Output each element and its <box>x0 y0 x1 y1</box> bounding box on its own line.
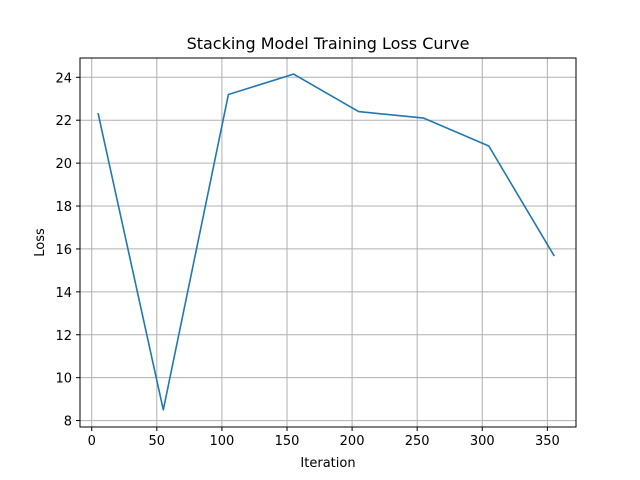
x-tick-label: 100 <box>209 434 234 449</box>
y-axis-label: Loss <box>33 228 48 257</box>
loss-line <box>97 73 555 411</box>
x-tick-label: 350 <box>535 434 560 449</box>
y-tick-label: 24 <box>55 71 72 86</box>
y-tick-label: 20 <box>55 157 72 172</box>
y-tick-label: 18 <box>55 200 72 215</box>
y-tick-label: 14 <box>55 286 72 301</box>
y-tick-label: 10 <box>55 372 72 387</box>
x-tick-label: 0 <box>88 434 96 449</box>
x-tick-label: 150 <box>275 434 300 449</box>
y-tick-label: 12 <box>55 329 72 344</box>
ticks-layer: 0 50 100 150 200 250 300 350 8 10 12 14 16 18 20 22 24 <box>55 71 559 449</box>
chart-title: Stacking Model Training Loss Curve <box>187 34 470 53</box>
x-axis-label: Iteration <box>300 456 355 471</box>
plot-frame <box>79 57 577 428</box>
x-tick-label: 200 <box>340 434 365 449</box>
y-tick-label: 16 <box>55 243 72 258</box>
y-tick-label: 22 <box>55 114 72 129</box>
x-tick-label: 250 <box>405 434 430 449</box>
series-layer <box>97 73 555 411</box>
x-tick-label: 300 <box>470 434 495 449</box>
grid-layer <box>80 58 576 427</box>
x-tick-label: 50 <box>149 434 166 449</box>
y-tick-label: 8 <box>64 415 72 430</box>
